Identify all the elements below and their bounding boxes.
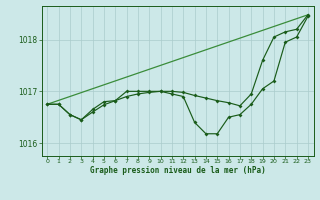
X-axis label: Graphe pression niveau de la mer (hPa): Graphe pression niveau de la mer (hPa) [90, 166, 266, 175]
